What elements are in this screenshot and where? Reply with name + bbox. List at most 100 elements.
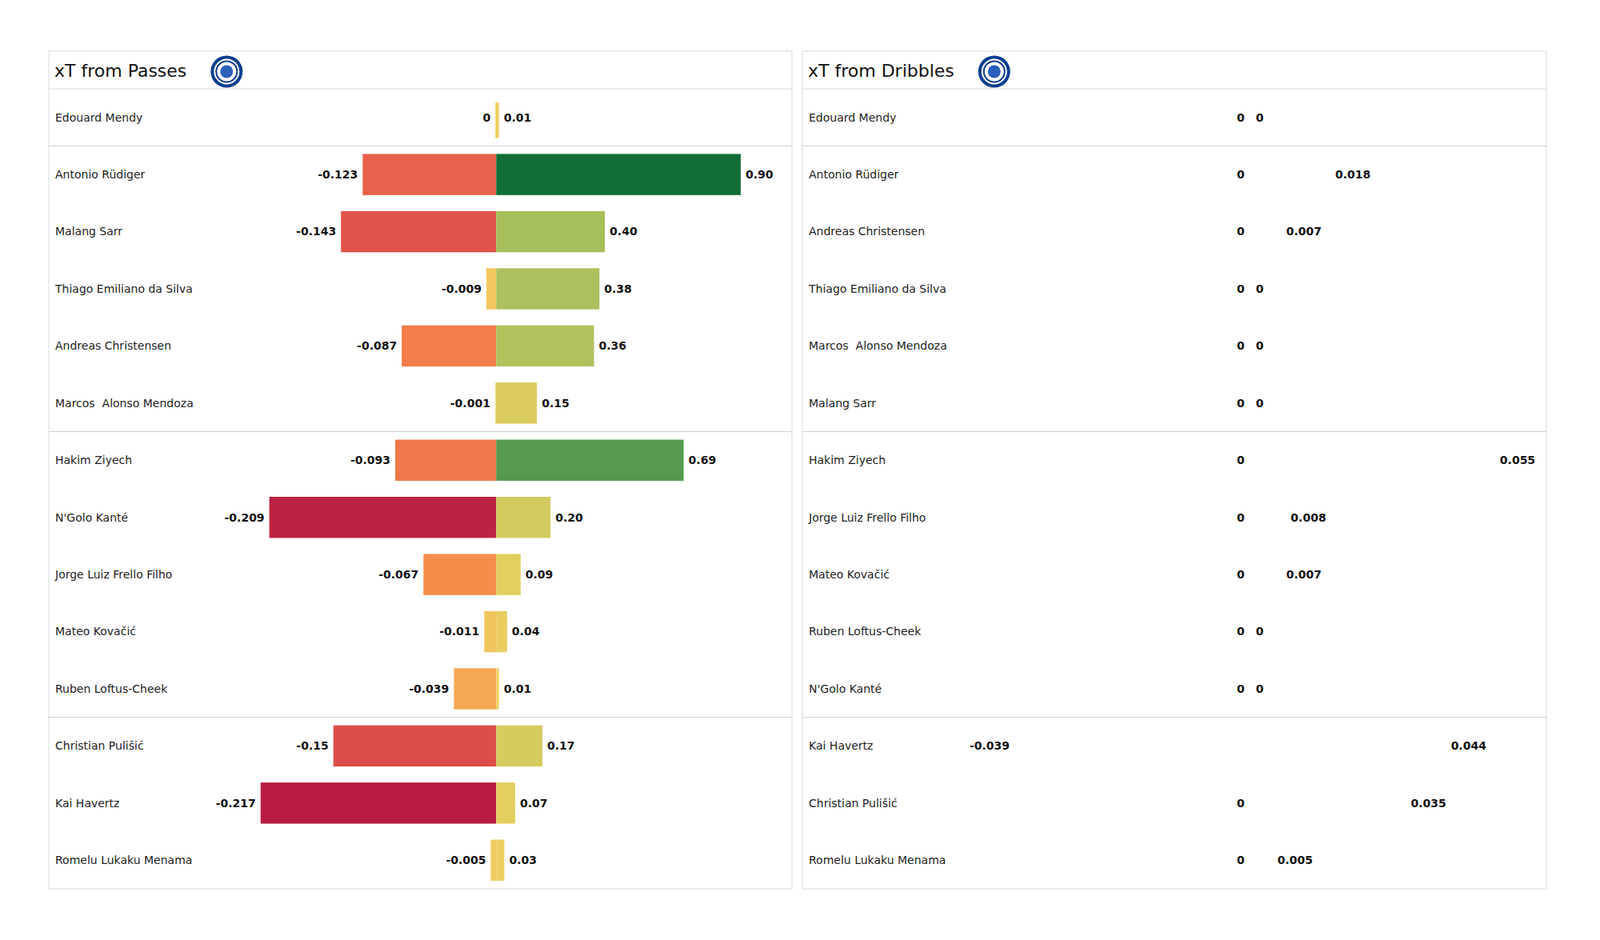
data-label: 0.035	[1411, 796, 1447, 810]
data-labels: 0-0.123-0.143-0.009-0.087-0.001-0.093-0.…	[216, 111, 774, 868]
tick-label: Christian Pulišić	[808, 796, 898, 810]
tick-label: Thiago Emiliano da Silva	[808, 282, 947, 296]
bar-positive	[496, 325, 594, 367]
logo-band	[984, 61, 1005, 83]
data-label: 0	[1256, 111, 1264, 124]
group-divider	[48, 145, 792, 147]
data-label: 0.69	[688, 453, 717, 467]
tick-label: Malang Sarr	[808, 396, 876, 410]
bar-positive	[496, 268, 600, 309]
tick-label: N'Golo Kanté	[55, 511, 128, 524]
data-label: -0.067	[378, 568, 419, 581]
data-label: 0	[1256, 282, 1264, 296]
data-label: -0.093	[350, 453, 391, 467]
logo-ring	[978, 56, 1011, 88]
data-label: -0.009	[441, 282, 482, 296]
bar-negative	[362, 153, 496, 195]
data-label: 0.018	[1335, 168, 1371, 181]
data-label: 0.01	[504, 111, 532, 124]
data-label: 0	[1256, 396, 1264, 410]
group-divider	[802, 145, 1547, 147]
data-label: 0.008	[1290, 511, 1326, 524]
category-labels: Edouard MendyAntonio RüdigerMalang SarrT…	[54, 111, 194, 868]
data-label: 0.01	[504, 682, 532, 696]
bar-positive	[496, 782, 516, 824]
data-label: -0.011	[439, 624, 480, 638]
tick-label: Marcos Alonso Mendoza	[808, 339, 948, 352]
bar-positive	[496, 725, 543, 767]
data-label: 0.055	[1500, 453, 1536, 467]
bar-negative	[486, 268, 496, 309]
data-label: 0.15	[541, 396, 570, 410]
data-label: 0.38	[604, 282, 632, 296]
bar-negative	[423, 553, 496, 595]
data-label: -0.217	[216, 796, 256, 810]
data-label: 0.40	[609, 224, 638, 238]
logo	[978, 56, 1011, 88]
bar-positive	[496, 211, 605, 252]
tick-label: Malang Sarr	[55, 224, 123, 238]
logo-center	[220, 65, 233, 79]
tick-label: Thiago Emiliano da Silva	[54, 282, 193, 296]
data-label: -0.005	[445, 853, 486, 867]
data-label: 0.04	[512, 624, 540, 638]
data-label: 0.007	[1286, 568, 1322, 581]
tick-label: Christian Pulišić	[55, 739, 144, 752]
data-label: 0.09	[525, 568, 554, 581]
data-label: 0.36	[599, 339, 628, 352]
bar-negative	[484, 611, 496, 652]
data-label: 0	[1236, 282, 1245, 296]
tick-label: Jorge Luiz Frello Filho	[54, 568, 172, 581]
tick-label: Andreas Christensen	[808, 224, 925, 238]
tick-label: Kai Havertz	[55, 796, 120, 810]
logo-band	[216, 61, 237, 83]
logo-ring	[210, 56, 243, 88]
bar-positive	[496, 440, 684, 481]
header-divider	[802, 88, 1547, 90]
group-divider	[48, 716, 792, 718]
tick-label: Mateo Kovačić	[808, 568, 890, 581]
bar-positive	[496, 382, 537, 424]
data-label: 0.007	[1286, 224, 1322, 238]
data-label: 0	[1236, 624, 1245, 638]
tick-label: Ruben Loftus-Cheek	[55, 682, 168, 696]
data-label: -0.15	[296, 739, 328, 752]
bar-positive	[496, 611, 508, 652]
tick-label: Antonio Rüdiger	[808, 168, 900, 181]
data-label: 0.20	[555, 511, 584, 524]
data-label: 0	[1236, 339, 1245, 352]
tick-label: Romelu Lukaku Menama	[808, 853, 946, 867]
tick-label: Hakim Ziyech	[55, 453, 132, 467]
bar-negative	[340, 211, 496, 252]
tick-label: Jorge Luiz Frello Filho	[808, 511, 926, 524]
data-label: 0	[1236, 168, 1245, 181]
title: xT from Passes	[54, 60, 187, 81]
category-labels: Edouard Mendy Antonio Rüdiger Andreas Chri…	[808, 111, 948, 868]
tick-label: Antonio Rüdiger	[55, 168, 146, 181]
data-label: 0.044	[1451, 739, 1488, 752]
panel-frame	[48, 51, 792, 889]
data-label: 0.90	[745, 168, 774, 181]
group-divider	[48, 431, 792, 432]
tick-label: Kai Havertz	[808, 739, 873, 752]
bar-negative	[269, 496, 497, 538]
bar-positive	[496, 668, 499, 709]
bar-negative	[490, 840, 496, 881]
chart-root: xT from Passes Edouard Mendy Antonio Rüdig…	[0, 0, 1600, 940]
data-label: -0.039	[969, 739, 1010, 752]
panel: xT from Dribbles Edouard Mendy Antonio Rüd…	[802, 51, 1547, 889]
tick-label: Hakim Ziyech	[808, 453, 886, 467]
data-label: 0	[1256, 682, 1264, 696]
data-label: 0.03	[508, 853, 537, 867]
data-label: 0	[483, 111, 492, 124]
bar-positive	[496, 840, 504, 881]
logo-inner	[981, 59, 1008, 85]
tick-label: Edouard Mendy	[808, 111, 896, 124]
bar-negative	[401, 325, 496, 367]
title: xT from Dribbles	[808, 60, 955, 81]
data-label: 0	[1236, 682, 1245, 696]
logo-center	[988, 65, 1001, 79]
tick-label: Ruben Loftus-Cheek	[808, 624, 922, 638]
data-label: -0.143	[296, 224, 336, 238]
data-label: 0.07	[520, 796, 548, 810]
